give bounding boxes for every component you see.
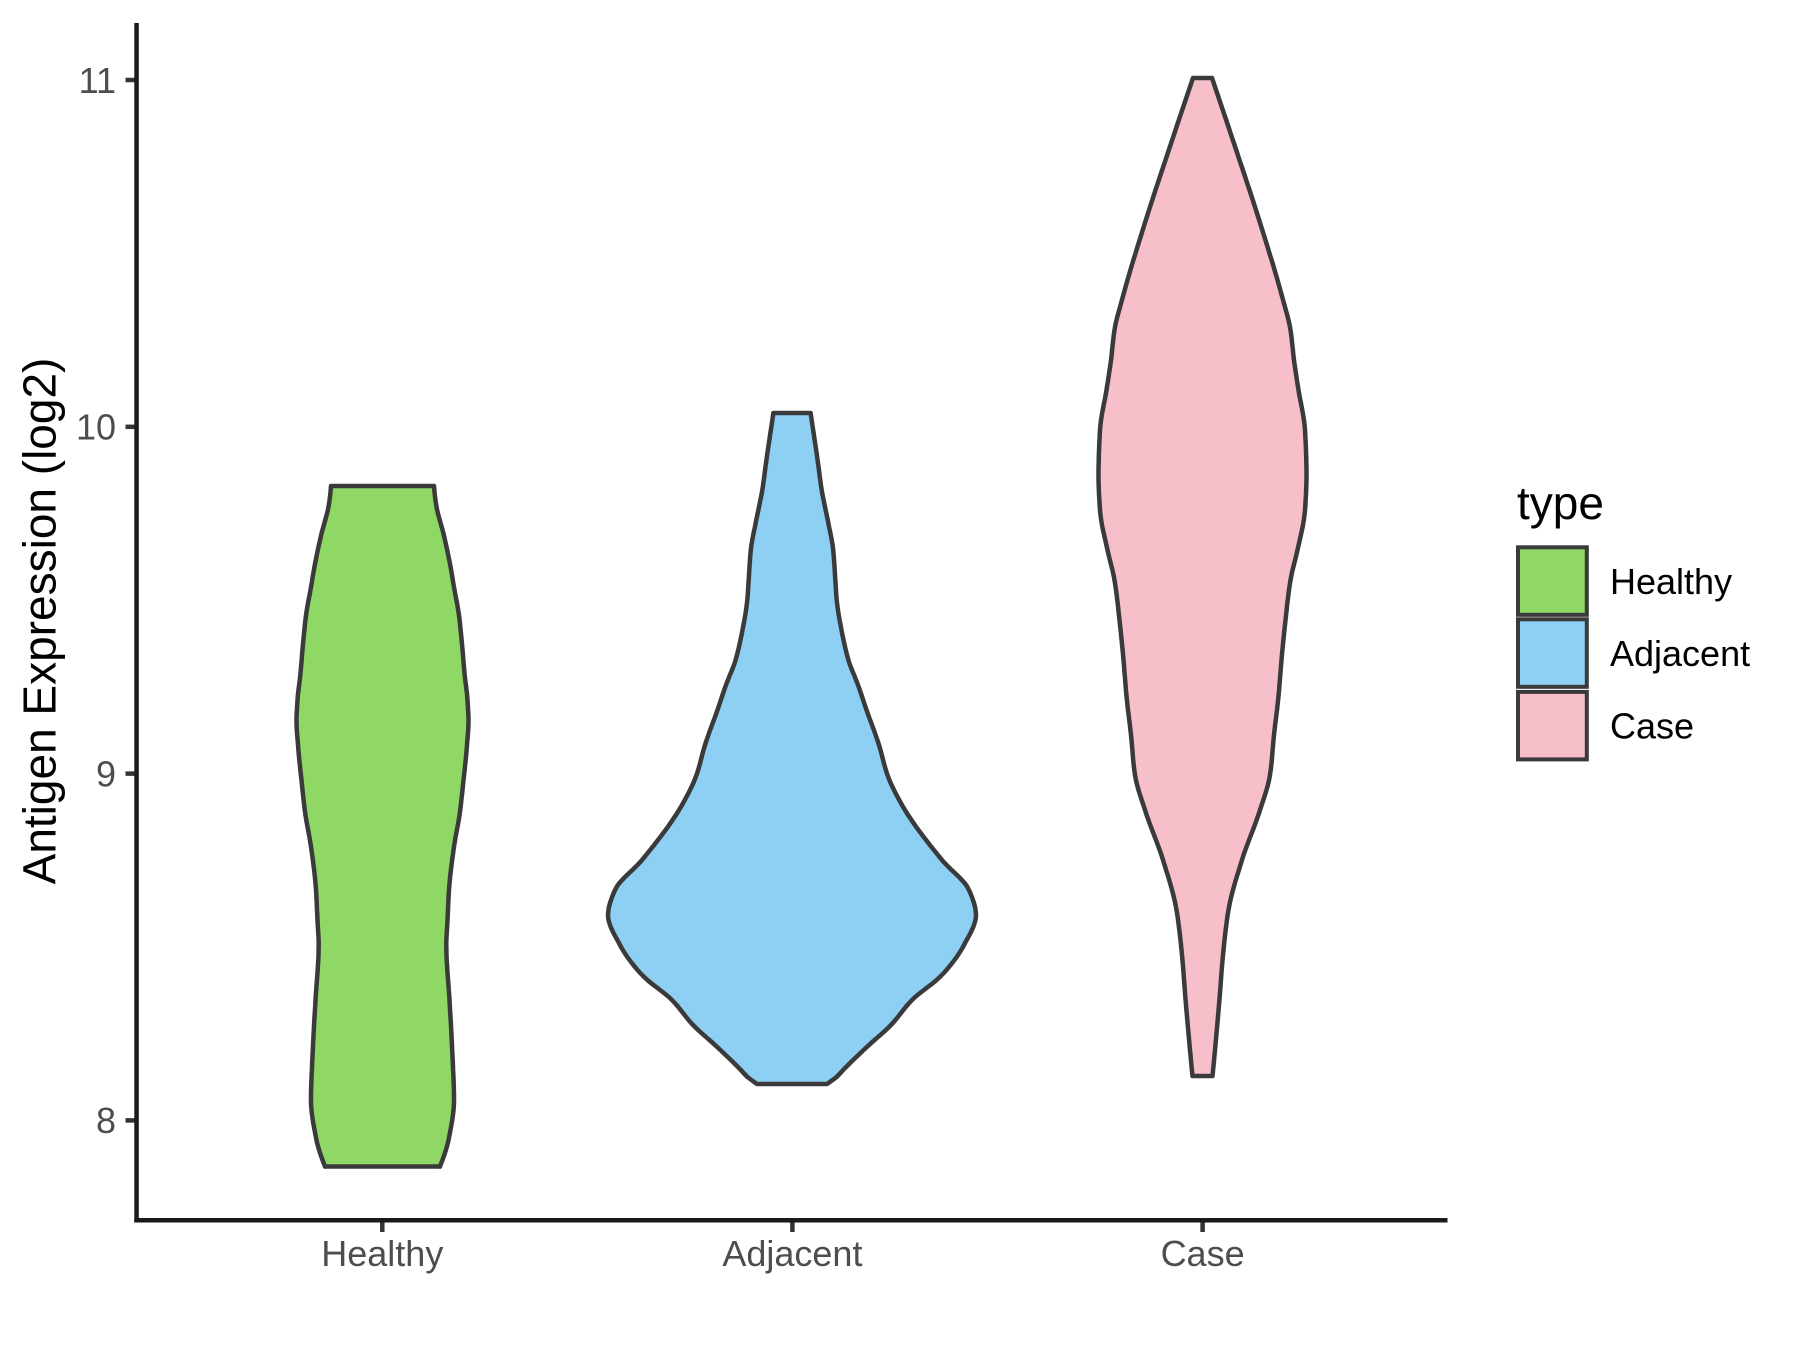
svg-text:Adjacent: Adjacent	[722, 1233, 862, 1274]
svg-text:Antigen Expression (log2): Antigen Expression (log2)	[14, 358, 66, 885]
svg-text:Adjacent: Adjacent	[1610, 633, 1750, 674]
svg-text:10: 10	[76, 407, 116, 448]
svg-text:Case: Case	[1161, 1233, 1245, 1274]
svg-text:Case: Case	[1610, 705, 1694, 746]
svg-text:type: type	[1517, 477, 1604, 529]
svg-text:9: 9	[96, 753, 116, 794]
svg-text:Healthy: Healthy	[1610, 561, 1732, 602]
svg-text:8: 8	[96, 1100, 116, 1141]
svg-text:11: 11	[79, 60, 116, 101]
svg-text:Healthy: Healthy	[321, 1233, 443, 1274]
